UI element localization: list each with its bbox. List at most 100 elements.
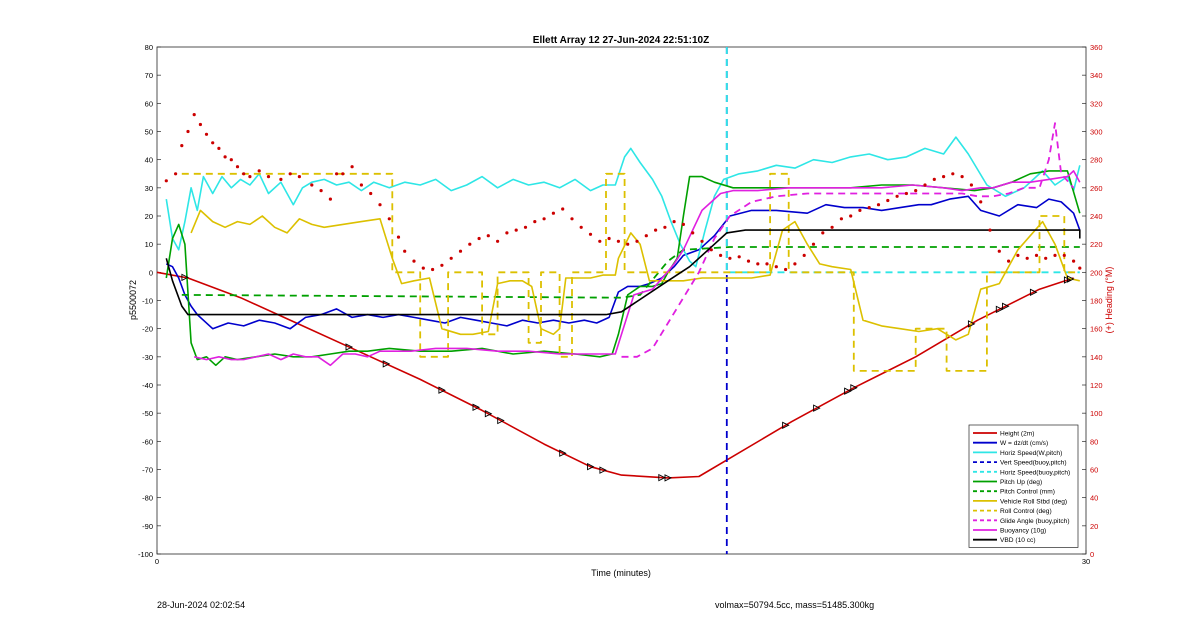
heading-point [876, 203, 881, 207]
heading-point [858, 208, 862, 212]
heading-point [248, 175, 252, 179]
heading-point [746, 259, 751, 263]
y2-axis-label: (+) Heading (°M) [1104, 267, 1114, 334]
heading-point [895, 194, 899, 198]
series-line-11 [165, 229, 1081, 316]
y-tick-label: -30 [142, 353, 153, 362]
heading-point [186, 129, 190, 134]
heading-point [211, 141, 215, 145]
heading-point [266, 175, 271, 179]
heading-point [654, 228, 658, 232]
y2-tick-label: 120 [1090, 381, 1103, 390]
legend-label: Vehicle Roll Stbd (deg) [1000, 498, 1067, 505]
heading-point [514, 228, 518, 232]
series-line-6 [181, 246, 1080, 299]
y-tick-label: 30 [145, 184, 153, 193]
legend-box [968, 424, 1079, 548]
heading-point [350, 165, 354, 169]
heading-point [1034, 253, 1039, 257]
y-tick-label: 70 [145, 71, 153, 80]
heading-point [793, 262, 797, 266]
heading-point [242, 172, 246, 176]
heading-point [542, 217, 546, 221]
heading-point [570, 217, 574, 221]
heading-point [505, 231, 509, 235]
x-tick-label: 0 [155, 557, 159, 566]
legend-label: Roll Control (deg) [1000, 508, 1052, 515]
heading-point [341, 172, 345, 176]
y-tick-label: 10 [145, 240, 153, 249]
heading-point [551, 211, 556, 215]
heading-point [867, 206, 871, 210]
x-axis: 0 30 [155, 550, 1090, 566]
y2-tick-label: 100 [1090, 409, 1103, 418]
height-marker [844, 387, 852, 395]
heading-point [449, 256, 453, 260]
y2-tick-label: 360 [1090, 43, 1103, 52]
y2-tick-label: 340 [1090, 71, 1103, 80]
height-marker [813, 404, 821, 412]
height-marker [1067, 275, 1075, 283]
heading-point [811, 242, 816, 246]
height-marker [497, 416, 505, 425]
heading-point [672, 220, 676, 224]
y2-tick-label: 60 [1090, 466, 1098, 475]
y-tick-label: -90 [142, 522, 153, 531]
height-marker [850, 384, 858, 392]
y-tick-label: 50 [145, 128, 153, 137]
heading-point [378, 203, 382, 207]
right-y-axis: 3603403203002802602402202001801601401201… [1090, 43, 1103, 559]
y-tick-label: -80 [142, 494, 153, 503]
heading-point [756, 262, 760, 266]
heading-point [328, 197, 332, 201]
heading-point [737, 255, 741, 259]
heading-point [288, 172, 292, 176]
height-marker [995, 305, 1004, 314]
heading-point [969, 183, 974, 187]
heading-point [997, 249, 1001, 253]
heading-point [588, 232, 593, 236]
legend-label: Pitch Control (mm) [1000, 489, 1055, 496]
heading-point [164, 179, 168, 183]
heading-point [626, 242, 630, 246]
heading-point [979, 200, 983, 204]
heading-point [635, 239, 639, 243]
height-marker [658, 473, 666, 482]
heading-point [951, 172, 955, 176]
heading-point [988, 228, 992, 232]
y2-tick-label: 0 [1090, 550, 1094, 559]
series-line-4 [725, 47, 1080, 274]
height-marker [382, 360, 391, 368]
left-y-axis: 80 70 60 50 40 30 20 10 0 -10 -20 -30 -40 -50 -60 -70 -8… [138, 43, 1086, 559]
series-line-0 [156, 271, 1074, 479]
height-marker [484, 409, 493, 418]
heading-point [496, 239, 500, 243]
y2-tick-label: 140 [1090, 353, 1103, 362]
legend: Height (2m) W = dz/dt (cm/s) Horiz Speed(W… [968, 424, 1079, 548]
heading-point [217, 146, 221, 150]
heading-point [431, 267, 435, 272]
heading-point [802, 253, 806, 257]
y2-tick-label: 80 [1090, 437, 1098, 446]
heading-point [607, 236, 611, 241]
heading-point [821, 231, 825, 235]
heading-point [1044, 256, 1048, 260]
height-marker [438, 386, 446, 394]
heading-point [784, 267, 788, 272]
heading-point [700, 239, 704, 243]
heading-point [229, 158, 233, 162]
heading-point [192, 113, 196, 117]
heading-point [914, 189, 918, 193]
heading-point [1078, 266, 1082, 270]
heading-point [681, 222, 686, 226]
heading-point [421, 266, 425, 270]
height-marker [345, 343, 354, 351]
heading-point [719, 253, 723, 257]
legend-label: W = dz/dt (cm/s) [1000, 440, 1048, 447]
heading-point [728, 256, 732, 260]
height-marker [559, 449, 567, 457]
heading-point [180, 144, 184, 148]
footer-timestamp: 28-Jun-2024 02:02:54 [157, 600, 246, 610]
height-marker [1002, 302, 1010, 311]
